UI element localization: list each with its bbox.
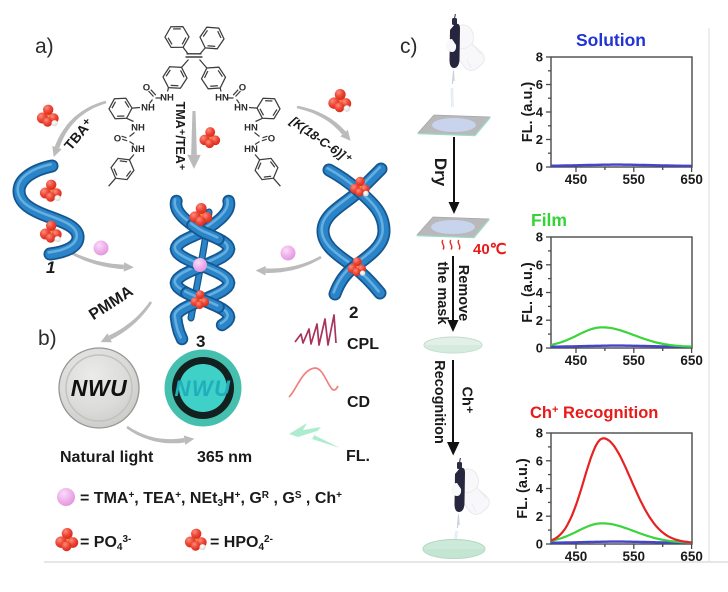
svg-text:O: O [114,134,121,145]
svg-text:40℃: 40℃ [473,241,507,258]
svg-text:NH: NH [160,93,174,104]
svg-text:TMA⁺/TEA⁺: TMA⁺/TEA⁺ [173,102,187,171]
svg-text:2: 2 [536,509,543,524]
svg-text:2: 2 [536,313,543,328]
svg-text:Film: Film [531,210,567,230]
svg-text:0: 0 [536,537,543,552]
svg-text:650: 650 [680,172,703,187]
svg-text:FL.: FL. [346,448,370,465]
svg-text:NH: NH [131,123,145,134]
svg-text:8: 8 [536,50,543,65]
svg-text:550: 550 [623,172,646,187]
svg-text:Natural light: Natural light [60,449,154,466]
svg-text:O: O [268,134,275,145]
svg-text:c): c) [400,35,418,58]
svg-text:Solution: Solution [576,30,646,50]
svg-text:Ch+ Recognition: Ch+ Recognition [530,404,658,422]
svg-text:Recognition: Recognition [431,360,447,444]
svg-text:NH: NH [141,103,155,114]
svg-text:CPL: CPL [347,336,379,353]
svg-text:FL. (a.u.): FL. (a.u.) [520,82,536,143]
svg-text:650: 650 [680,353,703,368]
svg-text:= TMA+, TEA+, NEt3H+, GR , GS: = TMA+, TEA+, NEt3H+, GR , GS , Ch+ [80,490,342,509]
svg-text:HN: HN [234,103,248,114]
svg-text:4: 4 [536,285,544,300]
svg-text:550: 550 [623,353,646,368]
svg-text:Ch⁺: Ch⁺ [459,387,475,414]
svg-text:4: 4 [536,481,544,496]
svg-text:HN: HN [244,123,258,134]
svg-text:650: 650 [680,549,703,564]
svg-text:= HPO42-: = HPO42- [210,534,273,553]
svg-text:2: 2 [536,132,543,147]
svg-text:NWU: NWU [71,375,128,401]
svg-text:HN: HN [244,144,258,155]
svg-text:NH: NH [131,144,145,155]
svg-text:450: 450 [565,172,588,187]
svg-text:8: 8 [536,230,543,245]
svg-text:FL. (a.u.): FL. (a.u.) [515,458,531,519]
svg-text:a): a) [35,35,54,58]
svg-text:4: 4 [536,105,544,120]
svg-text:0: 0 [536,160,543,175]
svg-text:8: 8 [536,426,543,441]
svg-text:450: 450 [565,353,588,368]
svg-text:FL. (a.u.): FL. (a.u.) [520,262,536,323]
svg-text:CD: CD [347,394,370,411]
svg-text:the mask: the mask [434,262,450,326]
svg-text:450: 450 [565,549,588,564]
svg-text:6: 6 [536,77,543,92]
svg-text:b): b) [38,327,57,350]
svg-text:6: 6 [536,257,543,272]
svg-text:NWU: NWU [174,376,231,401]
svg-text:1: 1 [46,258,55,277]
svg-text:3: 3 [196,332,205,351]
svg-text:0: 0 [536,341,543,356]
svg-text:Remove: Remove [455,265,471,321]
svg-text:6: 6 [536,453,543,468]
svg-text:2: 2 [349,303,358,322]
svg-text:550: 550 [623,549,646,564]
svg-text:O: O [143,83,150,94]
svg-text:Dry: Dry [431,158,450,187]
svg-text:HN: HN [215,93,229,104]
svg-text:365 nm: 365 nm [197,449,252,466]
svg-text:O: O [239,83,246,94]
